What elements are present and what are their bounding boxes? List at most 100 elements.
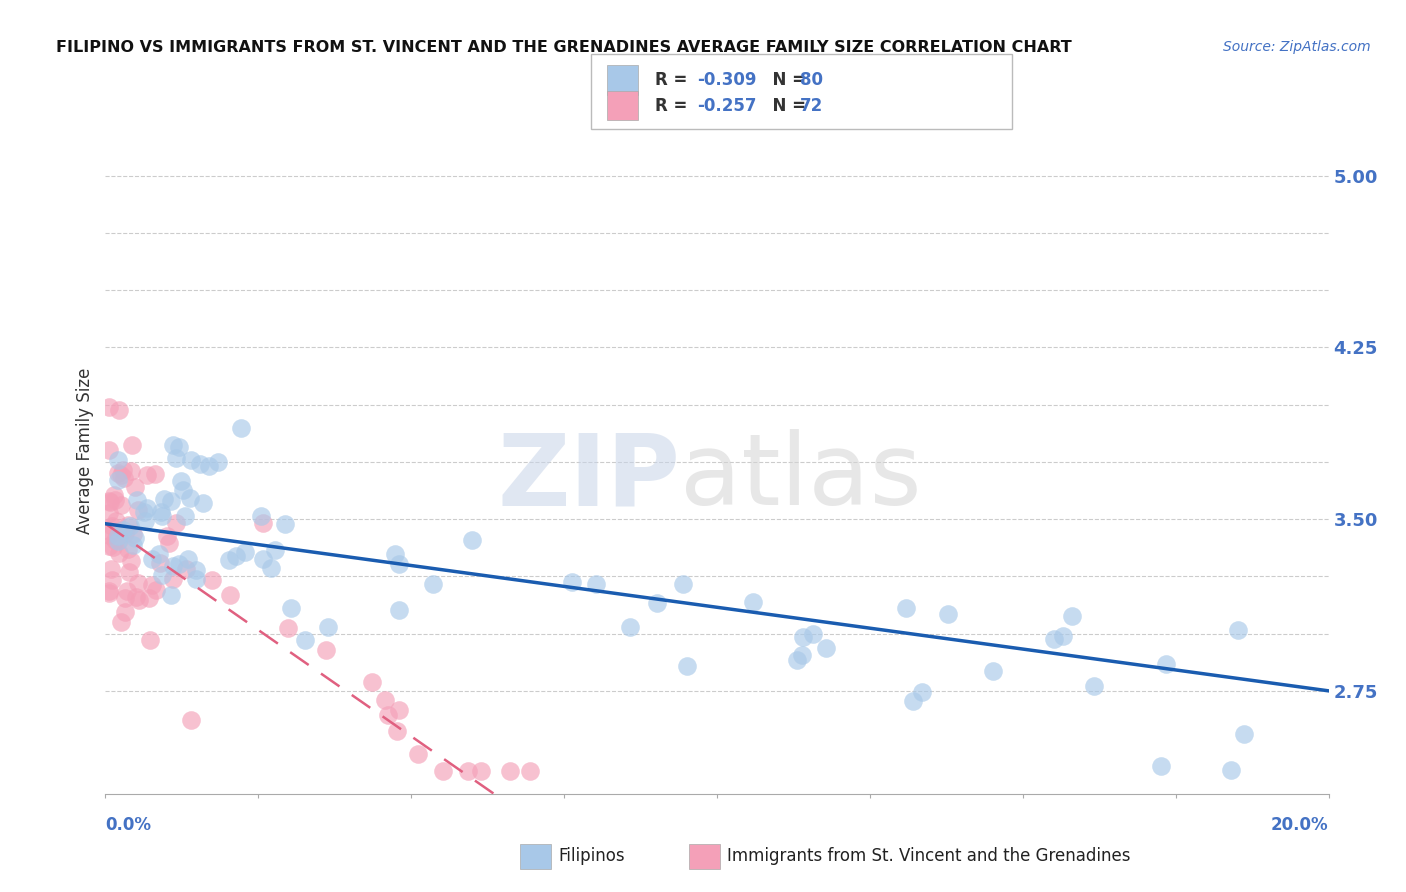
- Point: [277, 621, 299, 635]
- Point: [117, 541, 139, 556]
- Point: [179, 491, 201, 506]
- Point: [742, 594, 765, 608]
- Point: [672, 577, 695, 591]
- Point: [374, 693, 396, 707]
- Point: [225, 549, 247, 563]
- Point: [149, 556, 172, 570]
- Point: [120, 553, 142, 567]
- Point: [316, 620, 339, 634]
- Point: [361, 675, 384, 690]
- Point: [107, 533, 129, 548]
- Point: [145, 582, 167, 597]
- Point: [457, 764, 479, 778]
- Point: [122, 538, 145, 552]
- Text: Source: ZipAtlas.com: Source: ZipAtlas.com: [1223, 40, 1371, 54]
- Point: [188, 457, 211, 471]
- Point: [470, 764, 492, 778]
- Point: [125, 590, 148, 604]
- Point: [315, 643, 337, 657]
- Point: [162, 438, 184, 452]
- Point: [172, 483, 194, 498]
- Point: [127, 502, 149, 516]
- Point: [180, 713, 202, 727]
- Point: [461, 533, 484, 548]
- Point: [152, 568, 174, 582]
- Point: [127, 576, 149, 591]
- Point: [814, 641, 837, 656]
- Text: N =: N =: [761, 70, 811, 89]
- Point: [432, 764, 454, 778]
- Text: 72: 72: [800, 96, 824, 115]
- Point: [561, 575, 583, 590]
- Point: [97, 583, 120, 598]
- Point: [143, 467, 166, 481]
- Point: [619, 619, 641, 633]
- Point: [141, 551, 163, 566]
- Point: [97, 528, 120, 542]
- Text: R =: R =: [655, 70, 693, 89]
- Point: [138, 591, 160, 605]
- Point: [124, 480, 146, 494]
- Point: [148, 547, 170, 561]
- Point: [132, 505, 155, 519]
- Point: [160, 493, 183, 508]
- Point: [108, 546, 131, 560]
- Text: 20.0%: 20.0%: [1271, 816, 1329, 834]
- Point: [184, 563, 207, 577]
- Text: N =: N =: [761, 96, 811, 115]
- Point: [250, 509, 273, 524]
- Point: [1150, 759, 1173, 773]
- Point: [252, 516, 274, 530]
- Point: [1219, 763, 1241, 777]
- Point: [294, 633, 316, 648]
- Point: [229, 421, 252, 435]
- Point: [159, 588, 181, 602]
- Point: [177, 551, 200, 566]
- Text: -0.257: -0.257: [697, 96, 756, 115]
- Point: [786, 653, 808, 667]
- Point: [165, 516, 187, 530]
- Point: [901, 694, 924, 708]
- Point: [218, 553, 240, 567]
- Text: R =: R =: [655, 96, 693, 115]
- Point: [118, 565, 141, 579]
- Point: [114, 605, 136, 619]
- Point: [801, 627, 824, 641]
- Point: [157, 536, 180, 550]
- Point: [110, 615, 132, 629]
- Point: [117, 517, 139, 532]
- Point: [114, 526, 136, 541]
- Point: [388, 703, 411, 717]
- Point: [120, 464, 142, 478]
- Point: [252, 552, 274, 566]
- Point: [107, 529, 129, 543]
- Point: [162, 572, 184, 586]
- Point: [122, 527, 145, 541]
- Point: [896, 601, 918, 615]
- Point: [1226, 623, 1249, 637]
- Point: [104, 514, 127, 528]
- Text: 80: 80: [800, 70, 823, 89]
- Point: [260, 561, 283, 575]
- Point: [150, 509, 173, 524]
- Point: [198, 458, 221, 473]
- Point: [176, 561, 198, 575]
- Point: [114, 591, 136, 606]
- Point: [165, 450, 187, 465]
- Point: [1043, 632, 1066, 646]
- Point: [104, 533, 127, 547]
- Point: [1083, 679, 1105, 693]
- Point: [138, 632, 160, 647]
- Point: [127, 493, 149, 508]
- Point: [983, 665, 1005, 679]
- Point: [111, 523, 134, 537]
- Point: [406, 747, 429, 761]
- Point: [173, 508, 195, 523]
- Text: FILIPINO VS IMMIGRANTS FROM ST. VINCENT AND THE GRENADINES AVERAGE FAMILY SIZE C: FILIPINO VS IMMIGRANTS FROM ST. VINCENT …: [56, 40, 1071, 55]
- Point: [107, 453, 129, 467]
- Point: [97, 586, 120, 600]
- Point: [585, 577, 607, 591]
- Point: [384, 547, 406, 561]
- Point: [100, 562, 122, 576]
- Point: [98, 494, 121, 508]
